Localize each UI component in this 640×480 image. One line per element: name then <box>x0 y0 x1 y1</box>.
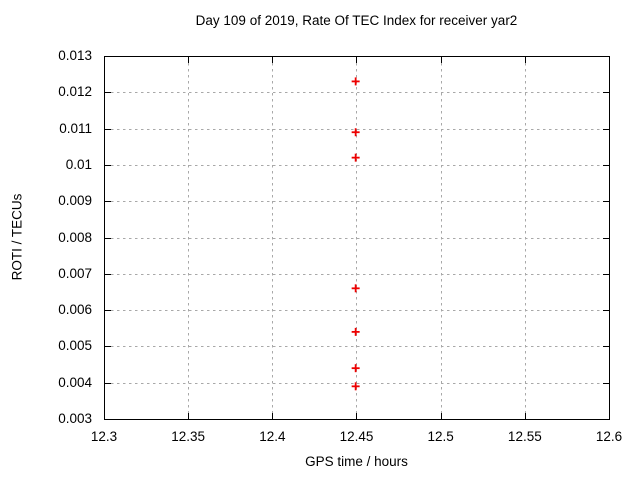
y-tick-label: 0.013 <box>58 48 92 63</box>
x-tick-label: 12.45 <box>339 429 374 444</box>
y-tick-label: 0.007 <box>58 265 92 281</box>
y-tick-label: 0.005 <box>58 338 92 354</box>
y-tick-label: 0.012 <box>58 84 92 100</box>
y-tick-label: 0.011 <box>59 120 92 136</box>
x-tick-label: 12.4 <box>259 429 286 444</box>
y-tick-label: 0.008 <box>58 229 92 245</box>
y-tick-label: 0.004 <box>58 374 92 390</box>
x-tick-label: 12.5 <box>427 429 454 444</box>
x-tick-label: 12.55 <box>507 429 542 444</box>
x-axis-label: GPS time / hours <box>305 454 408 469</box>
y-tick-label: 0.003 <box>58 411 92 426</box>
y-tick-label: 0.006 <box>58 302 92 318</box>
y-tick-label: 0.01 <box>65 156 92 172</box>
plot-border <box>104 56 610 420</box>
x-tick-label: 12.6 <box>595 429 623 444</box>
chart-title: Day 109 of 2019, Rate Of TEC Index for r… <box>195 13 518 28</box>
y-tick-label: 0.009 <box>58 193 92 209</box>
x-tick-label: 12.35 <box>171 429 206 444</box>
x-tick-label: 12.3 <box>90 429 118 444</box>
